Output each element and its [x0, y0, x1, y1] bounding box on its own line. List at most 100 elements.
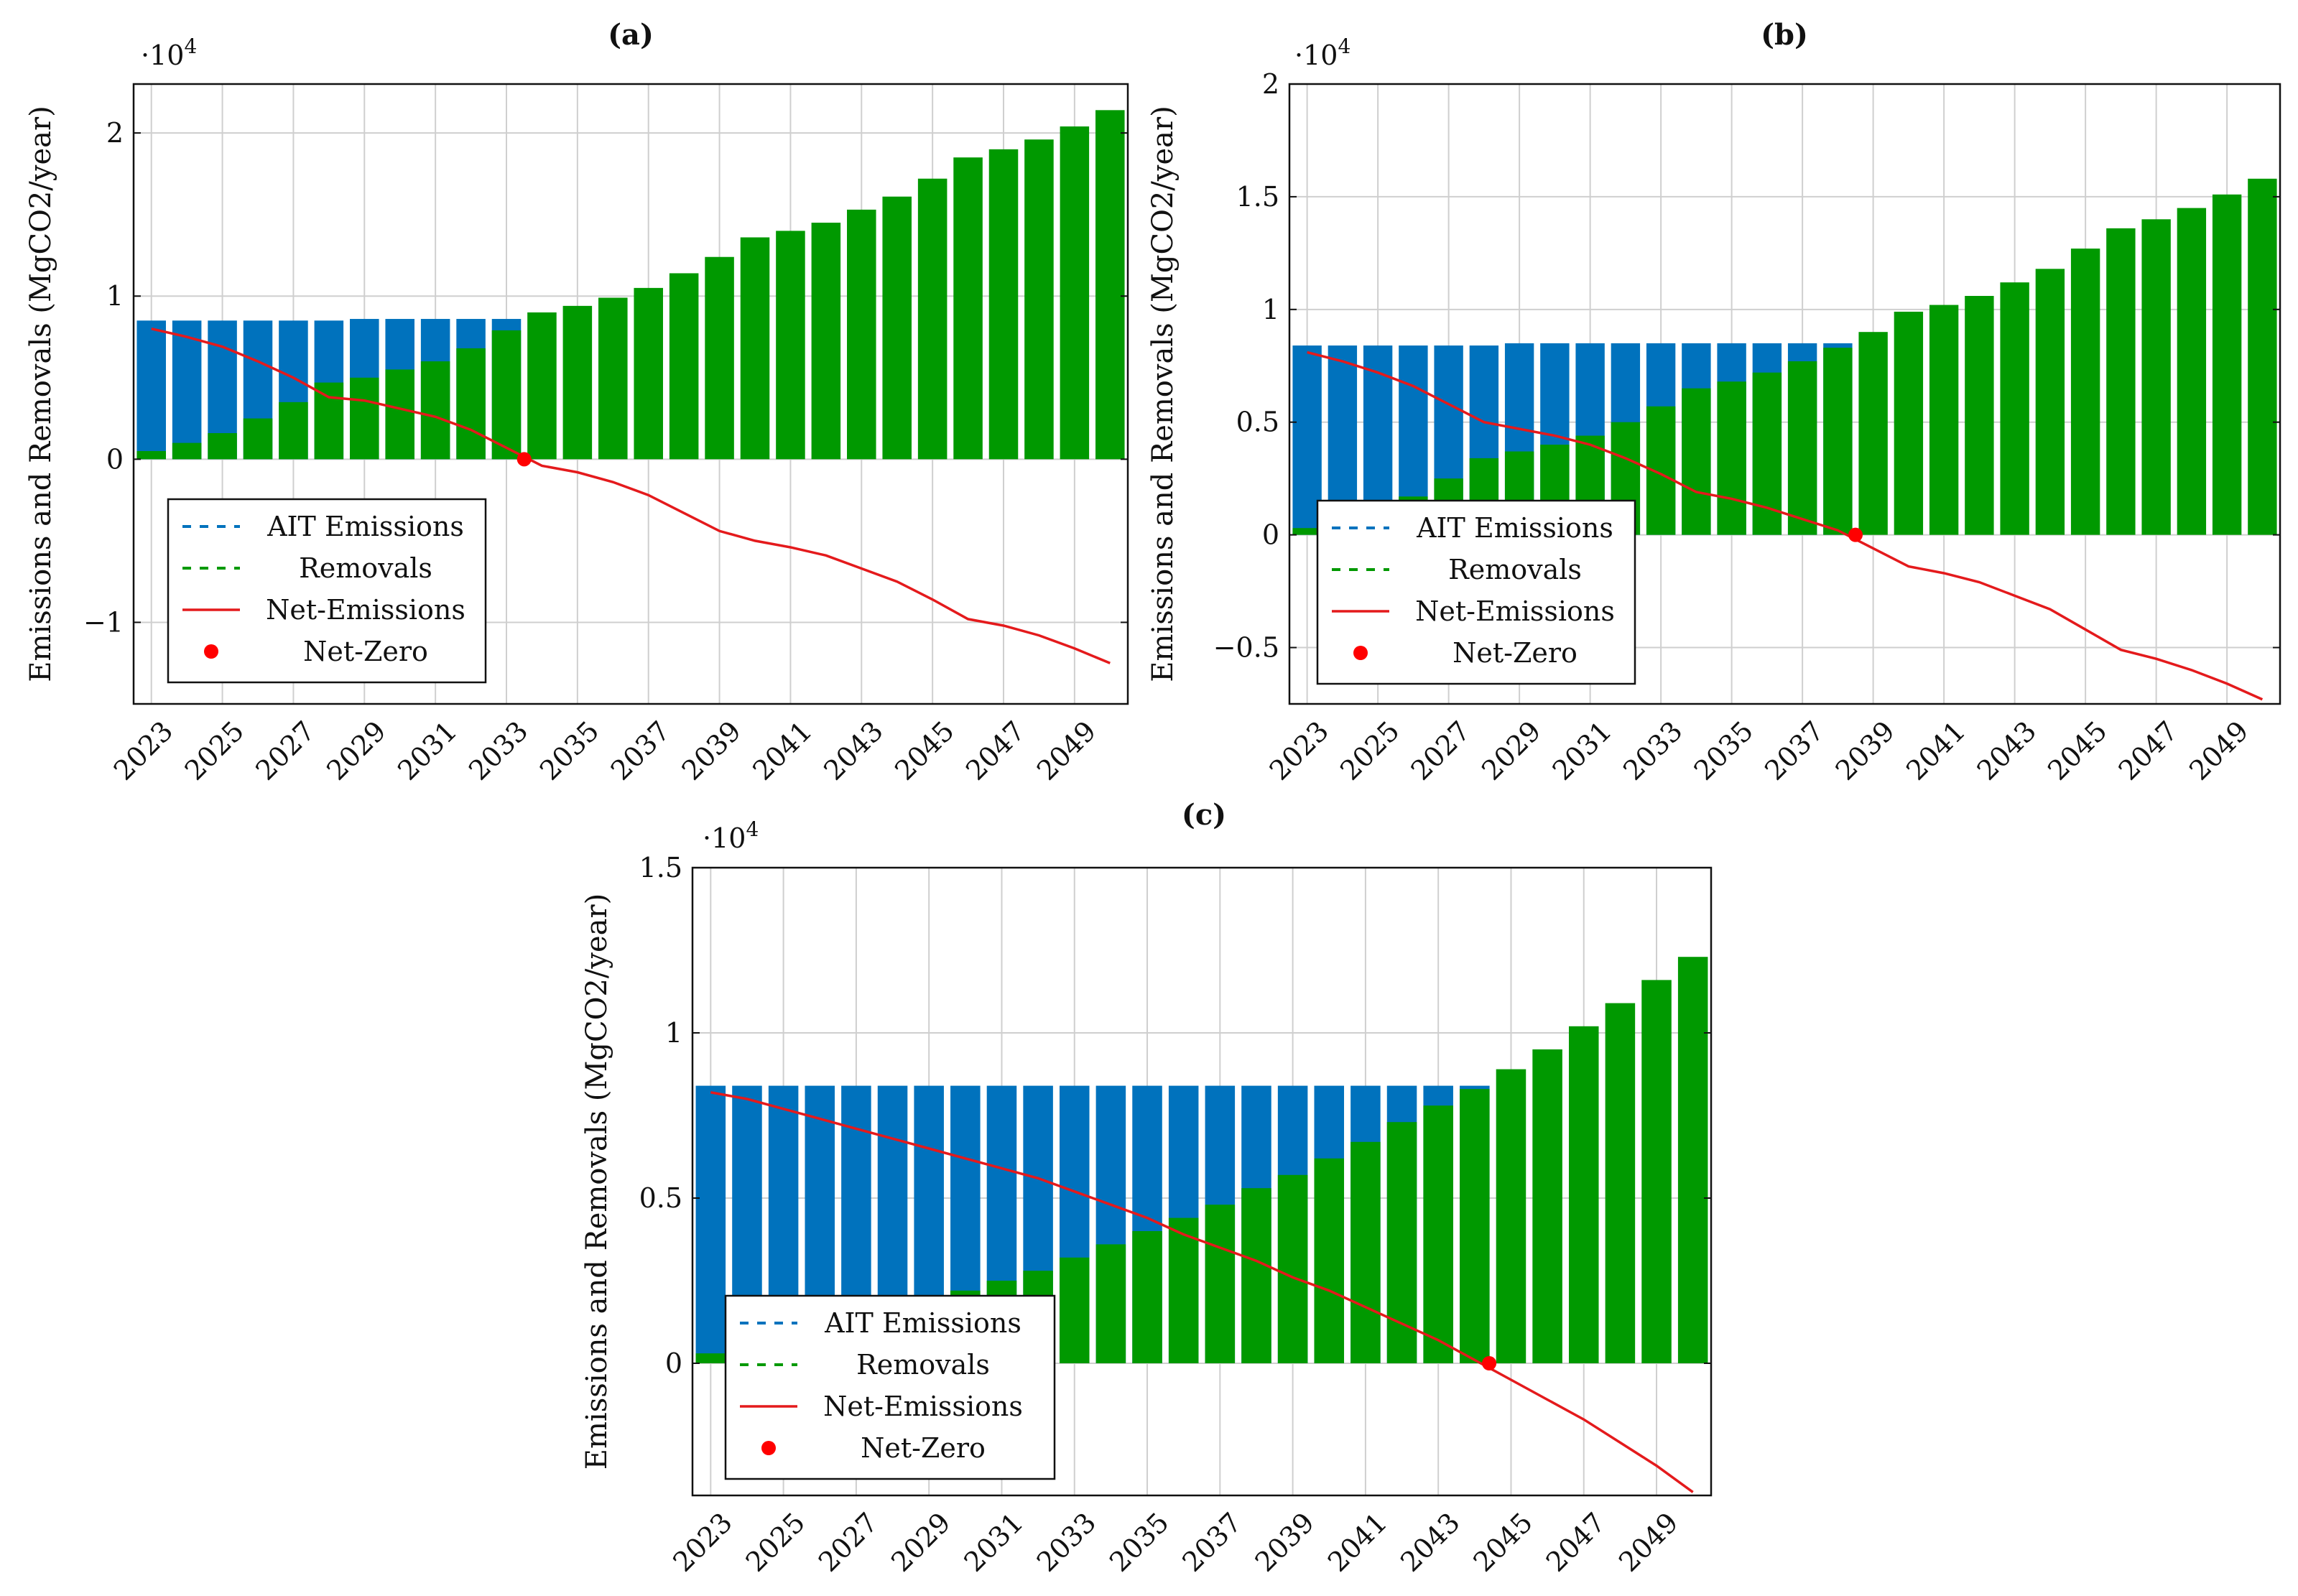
- removals-bar: [705, 256, 734, 460]
- legend-box: [167, 498, 487, 684]
- legend-swatch: [204, 644, 218, 659]
- emissions-bar: [172, 320, 202, 460]
- x-tick-label: 2039: [1249, 1506, 1321, 1578]
- y-tick-label: 1: [1262, 294, 1279, 325]
- removals-bar: [695, 1353, 726, 1363]
- x-tick-label: 2041: [1322, 1506, 1394, 1578]
- y-tick-label: −0.5: [1213, 632, 1279, 664]
- x-tick-label: 2037: [1176, 1506, 1248, 1578]
- removals-bar: [1205, 1205, 1236, 1363]
- legend-label: Net-Zero: [1453, 637, 1577, 669]
- y-tick-label: 0: [106, 443, 124, 475]
- removals-bar: [1168, 1217, 1199, 1363]
- legend-label: Removals: [299, 552, 432, 584]
- y-tick-label: 0.5: [1236, 407, 1279, 438]
- bars: [1292, 178, 2277, 535]
- y-tick-label: 1: [665, 1017, 682, 1049]
- removals-bar: [1568, 1026, 1599, 1363]
- removals-bar: [1677, 957, 1708, 1363]
- legend-label: AIT Emissions: [1416, 512, 1613, 544]
- x-tick-label: 2027: [812, 1506, 884, 1578]
- removals-bar: [208, 433, 237, 460]
- y-tick-label: 1.5: [1236, 181, 1279, 213]
- removals-bar: [1095, 1244, 1126, 1363]
- removals-bar: [1059, 1257, 1090, 1363]
- removals-bar: [1496, 1069, 1526, 1363]
- panel-title: (a): [608, 18, 654, 52]
- x-tick-label: 2023: [108, 715, 180, 787]
- removals-bar: [740, 237, 770, 460]
- legend-swatch: [1353, 646, 1368, 660]
- removals-bar: [1460, 1089, 1490, 1363]
- emissions-bar: [695, 1085, 726, 1363]
- net-emissions-line: [710, 1091, 1694, 1493]
- removals-bar: [1350, 1141, 1381, 1363]
- x-tick-label: 2033: [1031, 1506, 1103, 1578]
- removals-bar: [669, 273, 699, 460]
- removals-bar: [1241, 1188, 1271, 1363]
- y-tick-label: −1: [83, 606, 124, 638]
- removals-bar: [491, 330, 522, 460]
- removals-bar: [1024, 139, 1054, 460]
- y-axis-label: Emissions and Removals (MgCO2/year): [580, 894, 613, 1470]
- x-tick-label: 2043: [1971, 715, 2043, 787]
- x-tick-label: 2025: [1334, 715, 1406, 787]
- x-tick-label: 2023: [667, 1506, 738, 1578]
- removals-bar: [2248, 178, 2277, 535]
- removals-bar: [811, 223, 841, 460]
- removals-bar: [1787, 361, 1817, 535]
- x-tick-label: 2027: [1405, 715, 1477, 787]
- x-tick-label: 2045: [889, 715, 960, 787]
- y-tick-label: 1.5: [639, 852, 682, 883]
- removals-bar: [1423, 1105, 1453, 1363]
- axes-frame: [691, 866, 1713, 1497]
- removals-bar: [243, 418, 273, 460]
- removals-bar: [2177, 208, 2207, 535]
- x-tick-label: 2035: [534, 715, 606, 787]
- x-tick-label: 2033: [463, 715, 534, 787]
- y-multiplier: ·104: [703, 817, 759, 854]
- removals-bar: [1894, 311, 1924, 535]
- removals-bar: [136, 450, 166, 460]
- x-tick-label: 2043: [1394, 1506, 1466, 1578]
- legend-label: Net-Emissions: [266, 594, 465, 626]
- legend-label: Removals: [1448, 554, 1582, 585]
- removals-bar: [2070, 249, 2100, 535]
- removals-bar: [634, 287, 663, 460]
- chart-panel-2: (b) −0.5 0 0.5 1 1.5 2 202320252027202920312033…: [1146, 18, 2281, 787]
- axes-frame: [132, 83, 1129, 705]
- legend-label: Net-Zero: [861, 1432, 986, 1464]
- removals-bar: [314, 382, 344, 460]
- removals-bar: [847, 209, 876, 460]
- bars: [136, 110, 1125, 460]
- x-tick-label: 2027: [249, 715, 321, 787]
- removals-bar: [350, 377, 379, 460]
- x-tick-label: 2049: [1613, 1506, 1685, 1578]
- removals-bar: [1277, 1174, 1308, 1363]
- removals-bar: [598, 297, 628, 460]
- removals-bar: [1929, 305, 1959, 535]
- x-tick-label: 2049: [2183, 715, 2255, 787]
- x-tick-label: 2047: [960, 715, 1032, 787]
- removals-bar: [1858, 332, 1888, 535]
- net-emissions-line: [1307, 351, 2264, 701]
- removals-bar: [917, 178, 948, 460]
- removals-bar: [1641, 980, 1672, 1363]
- y-tick-label: 2: [1262, 68, 1279, 100]
- removals-bar: [988, 149, 1019, 460]
- removals-bar: [456, 348, 486, 460]
- y-multiplier: ·104: [141, 34, 197, 71]
- x-tick-label: 2025: [179, 715, 251, 787]
- removals-bar: [2106, 228, 2136, 535]
- x-tick-label: 2037: [605, 715, 677, 787]
- x-tick-label: 2031: [1547, 715, 1618, 787]
- removals-bar: [1823, 348, 1853, 535]
- removals-bar: [1965, 295, 1994, 535]
- y-tick-label: 0: [1262, 519, 1279, 551]
- x-tick-label: 2031: [392, 715, 463, 787]
- panel-title: (b): [1761, 18, 1808, 52]
- removals-bar: [279, 402, 308, 460]
- x-tick-label: 2041: [746, 715, 818, 787]
- removals-bar: [527, 312, 557, 460]
